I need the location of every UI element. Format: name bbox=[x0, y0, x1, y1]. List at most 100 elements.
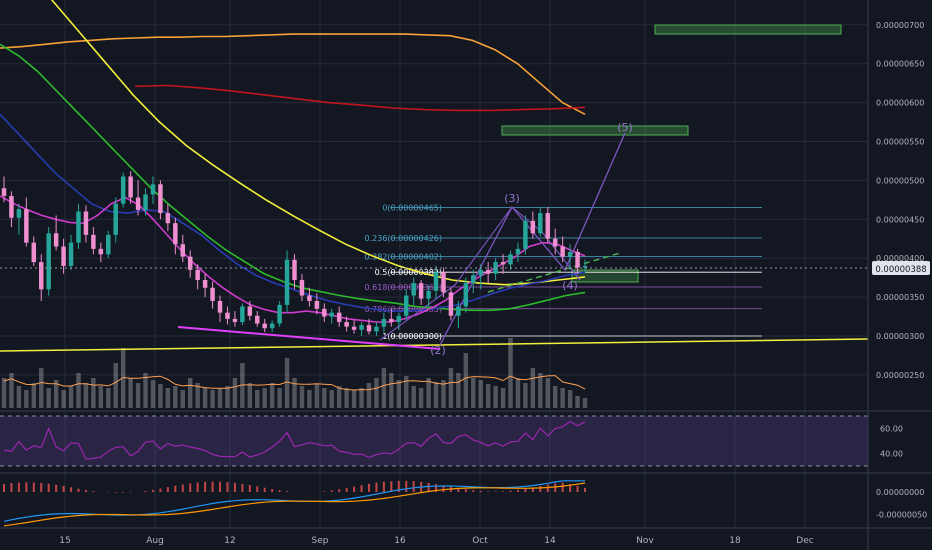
macd-histogram-bar bbox=[211, 481, 214, 492]
target-zone-top[interactable] bbox=[654, 24, 842, 35]
volume-bar bbox=[560, 388, 565, 408]
moving-average-line bbox=[0, 113, 586, 312]
volume-bar bbox=[418, 388, 424, 408]
macd-histogram-bar bbox=[256, 486, 259, 492]
candle bbox=[106, 230, 111, 259]
volume-bar bbox=[240, 363, 245, 408]
candle bbox=[120, 172, 126, 208]
candle bbox=[76, 203, 81, 249]
time-tick-label: Sep bbox=[312, 536, 329, 546]
volume-bar bbox=[292, 378, 297, 408]
macd-axis[interactable]: 0.00000000 -0.00000050 bbox=[876, 488, 927, 520]
macd-histogram-bar bbox=[40, 482, 43, 492]
candle bbox=[456, 300, 461, 329]
volume-bar bbox=[187, 378, 193, 408]
fib-level-label: 0.5(0.00000382) bbox=[375, 268, 442, 277]
volume-bar bbox=[567, 390, 573, 408]
candle bbox=[180, 234, 186, 263]
fib-level-label: 0.618(0.00000363) bbox=[365, 283, 443, 292]
candle bbox=[269, 320, 275, 333]
price-tick-label: 0.00000600 bbox=[876, 99, 924, 108]
candle bbox=[53, 215, 59, 251]
macd-histogram-bar bbox=[405, 480, 408, 492]
candle bbox=[247, 300, 253, 321]
rising-trendline-dashed[interactable] bbox=[487, 252, 621, 293]
macd-histogram-bar bbox=[196, 482, 199, 492]
macd-histogram-bar bbox=[435, 484, 438, 492]
rsi-axis[interactable]: 60.00 40.00 bbox=[880, 425, 903, 459]
price-axis[interactable]: 0.00000700 0.00000650 0.00000600 0.00000550… bbox=[876, 21, 924, 380]
candle bbox=[46, 227, 51, 296]
candle bbox=[381, 312, 387, 333]
volume-bar bbox=[485, 384, 491, 408]
candle bbox=[463, 277, 469, 313]
candle bbox=[374, 321, 379, 336]
volume-bar bbox=[493, 386, 498, 408]
macd-pane[interactable] bbox=[3, 480, 586, 527]
grid-lines bbox=[0, 0, 868, 528]
volume-bar bbox=[336, 386, 342, 408]
volume-bar bbox=[135, 383, 141, 408]
moving-average-line bbox=[134, 84, 586, 112]
trendlines[interactable] bbox=[0, 132, 869, 352]
time-tick-label: 14 bbox=[544, 536, 556, 546]
fib-level-label: 1(0.00000300) bbox=[382, 332, 442, 341]
target-zone-mid[interactable] bbox=[501, 125, 689, 136]
volume-bar bbox=[322, 388, 327, 408]
time-tick-label: 16 bbox=[394, 536, 406, 546]
volume-bar bbox=[396, 380, 402, 408]
macd-histogram-bar bbox=[487, 491, 490, 492]
support-zone[interactable] bbox=[571, 269, 639, 283]
candle bbox=[255, 311, 260, 327]
macd-histogram-bar bbox=[151, 489, 154, 492]
elliott-wave-path[interactable] bbox=[439, 132, 626, 346]
volume-bar bbox=[329, 390, 334, 408]
macd-histogram-bar bbox=[367, 483, 370, 492]
elliott-wave-path-alt[interactable] bbox=[379, 206, 581, 341]
macd-histogram-bar bbox=[204, 481, 207, 492]
macd-histogram-bar bbox=[323, 491, 326, 492]
volume-bar bbox=[277, 388, 282, 408]
candle bbox=[98, 242, 104, 263]
volume-bar bbox=[247, 383, 253, 408]
candle bbox=[210, 281, 215, 309]
macd-histogram-bar bbox=[189, 483, 192, 492]
candle bbox=[418, 279, 424, 305]
candles bbox=[1, 171, 588, 336]
candle bbox=[143, 188, 148, 216]
volume-bar bbox=[31, 383, 37, 408]
macd-histogram-bar bbox=[531, 487, 534, 492]
price-tick-label: 0.00000700 bbox=[876, 21, 924, 30]
macd-histogram-bar bbox=[77, 488, 80, 492]
macd-histogram-bar bbox=[47, 483, 50, 492]
candle bbox=[158, 180, 163, 220]
volume-bar bbox=[150, 380, 156, 408]
macd-histogram-bar bbox=[233, 482, 236, 492]
macd-histogram-bar bbox=[569, 484, 572, 492]
candle bbox=[187, 250, 193, 278]
candle bbox=[552, 228, 558, 255]
time-tick-label: Nov bbox=[636, 536, 654, 546]
candle bbox=[68, 234, 74, 270]
macd-histogram-bar bbox=[271, 489, 274, 492]
time-axis[interactable]: 15 Aug 12 Sep 16 Oct 14 Nov 18 Dec bbox=[59, 536, 813, 546]
volume-bar bbox=[456, 373, 461, 408]
long-support-trendline[interactable] bbox=[0, 338, 869, 352]
macd-histogram-bar bbox=[390, 481, 393, 492]
moving-average-line bbox=[50, 0, 586, 286]
candle bbox=[366, 318, 372, 335]
candle bbox=[448, 287, 454, 321]
falling-wedge-trendline[interactable] bbox=[177, 326, 441, 350]
price-pane[interactable]: 0(0.00000465) 0.236(0.00000426) 0.382(0.00… bbox=[0, 0, 869, 408]
volume-bar bbox=[426, 378, 431, 408]
candle bbox=[560, 236, 565, 263]
macd-histogram-bar bbox=[122, 492, 125, 494]
candle bbox=[336, 306, 342, 327]
price-tick-label: 0.00000250 bbox=[876, 371, 924, 380]
macd-histogram-bar bbox=[181, 484, 184, 492]
rsi-pane[interactable] bbox=[0, 415, 868, 467]
candle bbox=[284, 250, 290, 313]
macd-histogram-bar bbox=[166, 487, 169, 492]
candle bbox=[389, 308, 394, 327]
